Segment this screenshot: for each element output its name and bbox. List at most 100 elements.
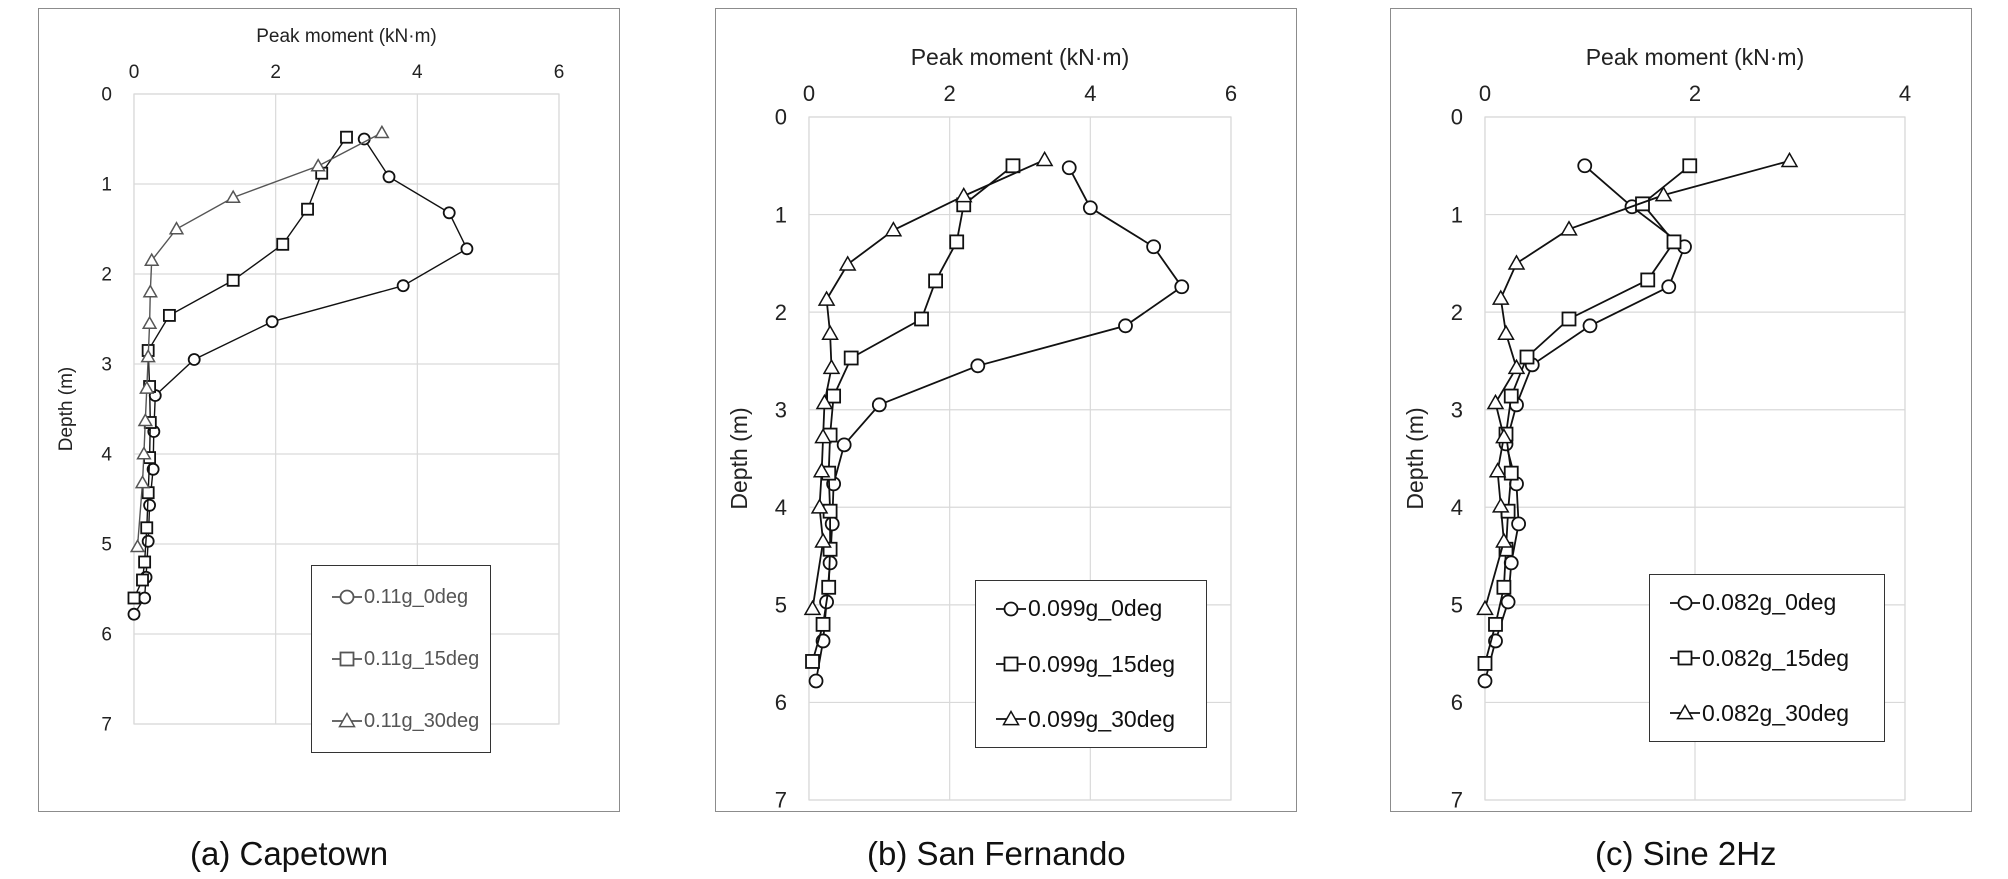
data-point: [1507, 254, 1526, 270]
legend-item: 0.082g_30deg: [1668, 693, 1849, 733]
y-tick-label: 2: [101, 265, 112, 286]
data-point: [1118, 318, 1133, 334]
legend-label: 0.082g_30deg: [1702, 699, 1850, 726]
data-point: [138, 555, 152, 569]
x-axis-label: Peak moment (kN·m): [911, 44, 1130, 70]
data-point: [1476, 599, 1494, 616]
data-point: [1061, 160, 1077, 176]
chart-frame: 0 1 2 3 4 5 6 7 0 2 4 6 Peak moment (kN·m) Depth (m) …: [715, 8, 1297, 813]
legend-swatch: [332, 711, 362, 728]
legend-label: 0.082g_0deg: [1702, 589, 1837, 616]
y-tick-label: 5: [101, 535, 112, 556]
data-point: [949, 234, 965, 250]
data-point: [1496, 579, 1512, 595]
y-tick-label: 4: [1451, 495, 1463, 520]
data-point: [1035, 150, 1054, 167]
legend-item: 0.082g_0deg: [1668, 583, 1836, 623]
x-tick-label: 6: [554, 62, 565, 83]
data-point: [1488, 616, 1503, 632]
legend-label: 0.11g_0deg: [364, 585, 469, 608]
x-axis-label: Peak moment (kN·m): [1586, 44, 1805, 70]
chart-frame: 0 1 2 3 4 5 6 7 0 2 4 6 Peak moment (kN·m) Depth (m) …: [38, 8, 620, 812]
data-point: [1503, 465, 1519, 481]
data-point: [265, 315, 279, 329]
data-point: [1511, 516, 1526, 532]
data-point: [1561, 311, 1577, 327]
data-point: [1503, 555, 1519, 571]
data-point: [1661, 279, 1677, 295]
chart-panel-a: 0 1 2 3 4 5 6 7 0 2 4 6 Peak moment (kN·m) Depth (m) …: [38, 0, 638, 879]
legend-swatch: [996, 656, 1026, 672]
data-point: [1497, 324, 1515, 340]
legend-marker: [339, 651, 355, 667]
data-point: [814, 428, 832, 444]
series-line: [1484, 160, 1790, 610]
data-point: [803, 599, 822, 616]
chart-legend: 0.099g_0deg 0.099g_15deg 0.099g_30deg: [975, 580, 1207, 748]
y-tick-label: 0: [101, 85, 112, 106]
data-point: [357, 132, 371, 146]
data-point: [1005, 158, 1021, 174]
data-point: [140, 348, 156, 363]
legend-item: 0.11g_15deg: [330, 639, 479, 679]
data-point: [276, 237, 290, 251]
chart-frame: 0 1 2 3 4 5 6 7 0 2 4 Peak moment (kN·m) Depth (m) 0…: [1390, 8, 1972, 813]
data-point: [139, 380, 155, 394]
data-point: [914, 311, 929, 327]
data-point: [141, 315, 158, 330]
y-tick-label: 2: [775, 300, 787, 325]
legend-swatch: [1670, 650, 1700, 666]
chart-caption: (b) San Fernando: [867, 835, 1126, 872]
x-tick-label: 2: [944, 81, 956, 106]
data-point: [826, 388, 842, 404]
legend-item: 0.11g_0deg: [330, 577, 468, 617]
series-line: [136, 132, 383, 547]
y-tick-label: 0: [775, 105, 787, 130]
data-point: [442, 206, 456, 220]
y-tick-label: 6: [775, 690, 787, 715]
chart-legend: 0.11g_0deg 0.11g_15deg 0.11g_30deg: [311, 565, 491, 753]
data-point: [1477, 656, 1493, 671]
data-point: [838, 255, 857, 271]
y-tick-label: 7: [101, 715, 112, 736]
legend-item: 0.099g_15deg: [994, 644, 1175, 684]
y-tick-label: 1: [1451, 202, 1463, 227]
legend-marker: [1003, 601, 1019, 617]
data-point: [162, 308, 176, 322]
chart-panel-c: 0 1 2 3 4 5 6 7 0 2 4 Peak moment (kN·m) Depth (m) 0…: [1390, 0, 1990, 879]
chart-caption: (a) Capetown: [190, 835, 389, 872]
data-point: [1174, 279, 1190, 295]
data-point: [136, 446, 152, 460]
chart-panel-b: 0 1 2 3 4 5 6 7 0 2 4 6 Peak moment (kN·m) Depth (m) …: [715, 0, 1315, 879]
x-tick-label: 2: [270, 62, 281, 83]
data-point: [805, 654, 820, 669]
data-point: [1491, 289, 1510, 305]
data-point: [928, 273, 944, 289]
y-tick-label: 1: [101, 175, 112, 196]
y-tick-label: 0: [1451, 105, 1463, 130]
data-point: [1682, 158, 1698, 174]
data-point: [1495, 532, 1513, 548]
y-tick-label: 2: [1451, 300, 1463, 325]
data-point: [1582, 318, 1598, 334]
data-point: [310, 158, 326, 172]
legend-label: 0.11g_30deg: [364, 709, 480, 732]
data-point: [821, 324, 839, 340]
data-point: [1780, 151, 1799, 168]
data-point: [225, 189, 241, 204]
legend-swatch: [332, 651, 362, 667]
y-tick-label: 6: [1451, 690, 1463, 715]
legend-item: 0.099g_30deg: [994, 699, 1175, 739]
legend-label: 0.082g_15deg: [1702, 644, 1850, 671]
y-tick-label: 4: [101, 445, 112, 466]
data-point: [815, 393, 834, 410]
y-tick-label: 4: [775, 495, 787, 520]
data-point: [374, 124, 390, 139]
legend-item: 0.082g_15deg: [1668, 638, 1849, 678]
y-axis-label: Depth (m): [56, 367, 77, 451]
legend-marker: [339, 589, 355, 605]
data-point: [143, 498, 157, 512]
x-tick-label: 4: [1899, 81, 1911, 106]
legend-swatch: [996, 601, 1026, 617]
data-point: [1082, 200, 1098, 216]
